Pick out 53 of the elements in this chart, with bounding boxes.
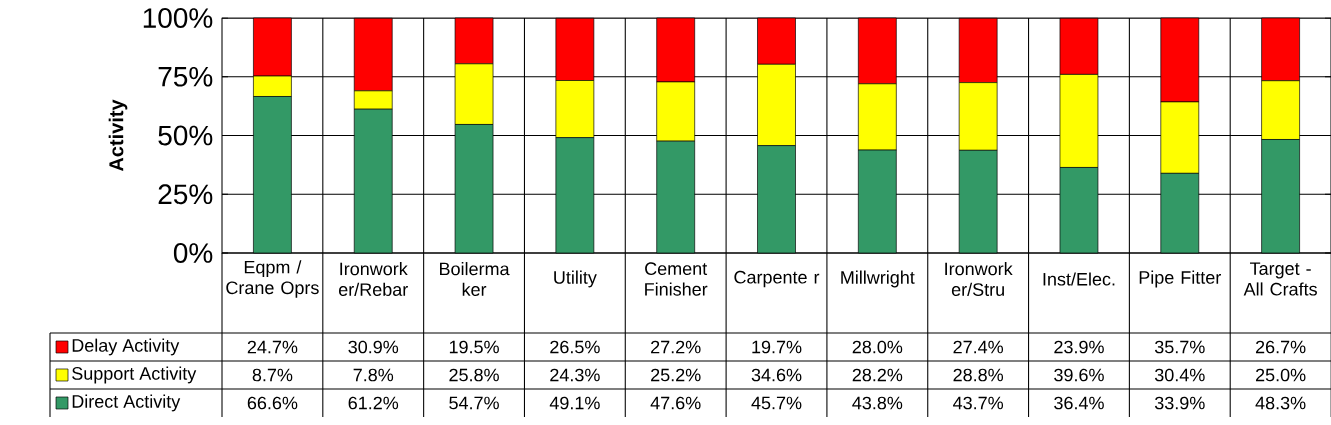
data-label: 43.8% [852, 396, 903, 410]
data-label: 36.4% [1054, 396, 1104, 410]
data-label: 19.7% [752, 340, 802, 354]
x-tick-label: Eqpm / Crane Oprs [226, 260, 319, 298]
data-label: 24.7% [247, 340, 298, 354]
data-label: 28.2% [852, 368, 903, 382]
data-label: 35.7% [1154, 340, 1205, 354]
x-tick-label: Millwright [841, 270, 915, 288]
data-label: 25.8% [449, 368, 499, 382]
y-tick-label: 25% [158, 184, 213, 205]
data-label: 23.9% [1054, 340, 1104, 354]
data-label: 66.6% [247, 396, 298, 410]
data-label: 26.7% [1255, 340, 1306, 354]
x-tick-label: Ironwork er/Rebar [338, 262, 408, 296]
data-label: 28.0% [852, 340, 903, 354]
x-tick-label: Utility [554, 270, 597, 288]
data-label: 45.7% [751, 396, 802, 410]
legend-label: Support Activity [72, 366, 197, 384]
data-label: 24.3% [550, 368, 600, 382]
x-tick-label: Pipe Fitter [1139, 270, 1221, 288]
x-tick-label: Ironwork er/Stru [945, 262, 1013, 296]
data-label: 54.7% [449, 396, 499, 410]
y-tick-label: 75% [158, 66, 213, 87]
data-label: 33.9% [1154, 396, 1205, 410]
data-label: 27.2% [651, 340, 701, 354]
data-label: 7.8% [353, 368, 394, 382]
x-tick-label: Target - All Crafts [1243, 262, 1317, 296]
legend-label: Delay Activity [72, 338, 180, 356]
y-tick-label: 100% [143, 8, 213, 28]
legend-label: Direct Activity [72, 394, 181, 412]
data-label: 47.6% [650, 396, 701, 410]
y-axis-title: Activity [108, 99, 128, 172]
data-label: 49.1% [549, 396, 600, 410]
data-label: 43.7% [953, 396, 1004, 410]
data-label: 34.6% [751, 368, 802, 382]
data-label: 30.4% [1154, 368, 1205, 382]
data-label: 8.7% [252, 368, 293, 382]
x-tick-label: Inst/Elec. [1043, 272, 1115, 286]
x-tick-label: Carpente r [734, 270, 820, 288]
data-label: 27.4% [953, 340, 1004, 354]
data-label: 30.9% [348, 340, 399, 354]
data-label: 26.5% [550, 340, 600, 354]
data-label: 48.3% [1255, 396, 1306, 410]
data-label: 39.6% [1054, 368, 1104, 382]
data-label: 25.2% [651, 368, 701, 382]
data-label: 28.8% [953, 368, 1004, 382]
y-tick-label: 0% [173, 243, 213, 263]
x-tick-label: Boilerma ker [440, 262, 510, 296]
x-tick-label: Cement Finisher [645, 262, 708, 296]
data-label: 25.0% [1255, 368, 1306, 382]
data-label: 61.2% [348, 396, 399, 410]
y-tick-label: 50% [158, 125, 213, 146]
data-label: 19.5% [449, 340, 499, 354]
